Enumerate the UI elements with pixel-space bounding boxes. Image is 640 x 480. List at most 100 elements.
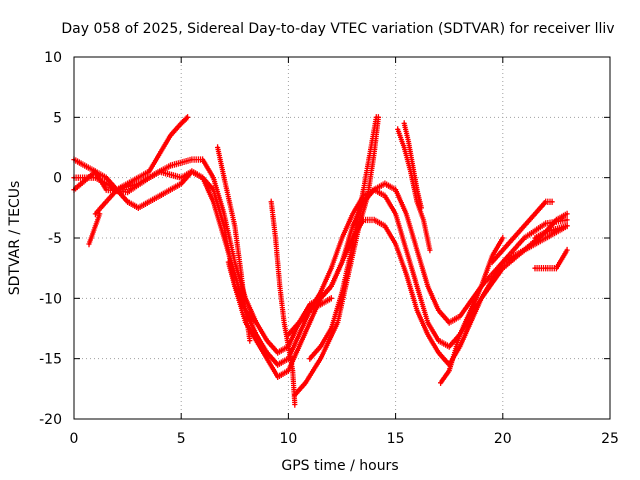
data-point <box>340 291 344 294</box>
data-point <box>233 260 236 264</box>
data-point <box>255 321 258 324</box>
data-point <box>319 297 322 300</box>
data-point <box>240 273 243 276</box>
data-point <box>501 236 504 240</box>
series-arc-14 <box>438 234 506 386</box>
data-point <box>368 152 372 155</box>
series-arc-10 <box>292 114 381 399</box>
data-point <box>426 285 429 288</box>
data-point <box>351 224 354 228</box>
data-point <box>248 339 251 342</box>
data-point <box>565 212 569 216</box>
data-point <box>373 152 376 155</box>
data-point <box>523 236 526 240</box>
data-point <box>276 375 279 378</box>
data-point <box>287 369 290 372</box>
data-point <box>297 333 301 336</box>
data-point <box>319 357 322 360</box>
data-point <box>147 170 151 173</box>
data-point <box>287 345 290 348</box>
data-point <box>490 254 494 258</box>
data-point <box>533 267 537 270</box>
data-point <box>244 309 247 312</box>
y-tick-label: -20 <box>39 412 62 428</box>
data-point <box>394 212 397 216</box>
data-point <box>396 128 399 131</box>
data-point <box>405 273 408 276</box>
series-arc-6 <box>215 144 253 344</box>
data-point <box>544 230 547 234</box>
data-point <box>383 182 387 185</box>
data-point <box>351 242 354 246</box>
data-point <box>137 206 140 209</box>
data-point <box>87 242 91 246</box>
data-point <box>448 321 451 324</box>
data-point <box>458 333 462 336</box>
data-point <box>458 345 462 348</box>
data-point <box>180 176 183 179</box>
data-point <box>190 170 194 173</box>
data-point <box>158 170 161 173</box>
data-point <box>304 381 307 384</box>
data-point <box>291 369 294 372</box>
data-point <box>501 267 504 270</box>
data-point <box>94 212 97 216</box>
data-point <box>319 291 322 294</box>
data-point <box>282 321 286 324</box>
data-point <box>490 260 494 264</box>
series-arc-8 <box>268 198 298 408</box>
data-point <box>201 176 204 179</box>
data-point <box>375 116 378 119</box>
data-point <box>94 170 97 173</box>
data-point <box>105 188 108 191</box>
data-point <box>501 248 504 252</box>
data-point <box>222 212 226 216</box>
data-point <box>276 363 279 366</box>
data-point <box>169 134 172 137</box>
y-tick-label: 10 <box>44 50 62 66</box>
data-point <box>330 267 333 270</box>
data-point <box>383 194 387 197</box>
data-point <box>469 321 472 324</box>
data-point <box>212 188 215 191</box>
data-point <box>319 303 322 306</box>
y-tick-label: -15 <box>39 352 62 368</box>
data-point <box>523 224 526 228</box>
chart-title: Day 058 of 2025, Sidereal Day-to-day VTE… <box>61 21 614 37</box>
data-point <box>420 206 423 209</box>
series-arc-12 <box>395 126 433 254</box>
y-tick-label: 0 <box>53 171 62 187</box>
data-point <box>411 164 414 167</box>
data-point <box>409 170 412 173</box>
data-point <box>126 200 129 203</box>
x-tick-labels: 0 5 10 15 20 25 <box>70 431 619 447</box>
data-point <box>565 248 569 252</box>
x-axis-label: GPS time / hours <box>281 458 398 474</box>
data-point <box>180 182 183 185</box>
data-point <box>469 309 472 312</box>
data-point <box>330 285 333 288</box>
data-point <box>115 188 119 191</box>
data-point <box>186 116 189 119</box>
data-point <box>137 176 140 179</box>
data-point <box>448 345 451 348</box>
y-tick-label: 5 <box>53 110 62 126</box>
series-arc-13 <box>401 120 424 211</box>
data-point <box>297 345 301 348</box>
data-point <box>137 182 140 185</box>
data-point <box>366 194 369 197</box>
series-arc-15 <box>489 198 555 266</box>
data-point <box>105 176 108 179</box>
data-point <box>362 188 365 191</box>
data-point <box>448 369 451 372</box>
data-point <box>383 224 387 228</box>
data-point <box>265 351 269 354</box>
data-point <box>212 200 215 203</box>
data-point <box>293 393 296 397</box>
data-point <box>351 212 354 216</box>
y-tick-labels: -20 -15 -10 -5 0 5 10 <box>39 50 62 428</box>
data-point <box>287 333 290 336</box>
x-tick-label: 5 <box>177 431 186 447</box>
data-point <box>98 212 101 216</box>
